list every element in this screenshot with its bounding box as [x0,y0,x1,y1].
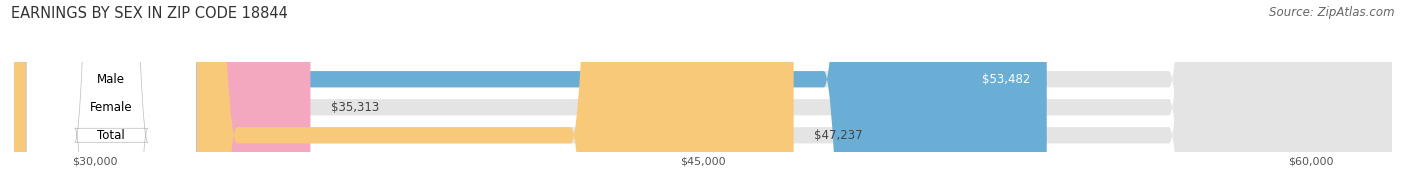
Text: $35,313: $35,313 [330,101,380,114]
Text: Female: Female [90,101,132,114]
Text: Male: Male [97,73,125,86]
Text: $47,237: $47,237 [814,129,862,142]
Text: EARNINGS BY SEX IN ZIP CODE 18844: EARNINGS BY SEX IN ZIP CODE 18844 [11,6,288,21]
FancyBboxPatch shape [27,0,197,195]
FancyBboxPatch shape [14,0,793,195]
FancyBboxPatch shape [14,0,1046,195]
FancyBboxPatch shape [14,0,1392,195]
Text: Source: ZipAtlas.com: Source: ZipAtlas.com [1270,6,1395,19]
FancyBboxPatch shape [27,0,197,195]
FancyBboxPatch shape [14,0,311,195]
Text: $53,482: $53,482 [983,73,1031,86]
FancyBboxPatch shape [14,0,1392,195]
FancyBboxPatch shape [14,0,1392,195]
FancyBboxPatch shape [27,0,197,195]
Text: Total: Total [97,129,125,142]
